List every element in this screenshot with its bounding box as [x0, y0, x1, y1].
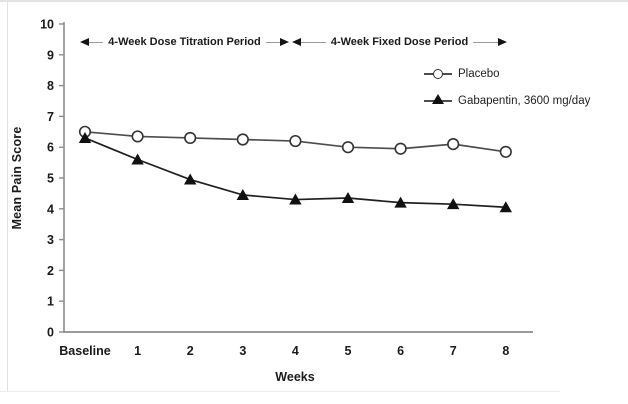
- placebo-marker: [236, 133, 249, 146]
- y-tick-label: 9: [47, 48, 54, 62]
- annotation-line: [265, 41, 281, 43]
- gabapentin-marker: [341, 192, 355, 204]
- arrow-left-icon: [80, 38, 89, 46]
- legend-item-gabapentin: Gabapentin, 3600 mg/day: [424, 93, 590, 109]
- arrow-right-icon: [498, 38, 508, 46]
- y-tick-label: 7: [47, 110, 54, 124]
- x-category-label: 4: [292, 344, 299, 358]
- x-axis-title: Weeks: [275, 370, 315, 384]
- x-category-label: 3: [239, 344, 246, 358]
- x-category-label: 8: [502, 344, 509, 358]
- x-category-label: 5: [345, 344, 352, 358]
- titration-period-label: 4-Week Dose Titration Period: [108, 36, 261, 48]
- y-tick-label: 10: [40, 18, 54, 32]
- placebo-marker: [499, 145, 512, 158]
- y-tick-label: 1: [47, 295, 54, 309]
- x-category-label: 7: [450, 344, 457, 358]
- fixed-period-annotation: 4-Week Fixed Dose Period: [292, 35, 508, 49]
- y-tick-label: 2: [47, 264, 54, 278]
- titration-period-annotation: 4-Week Dose Titration Period: [80, 35, 290, 49]
- arrow-left-icon: [292, 38, 301, 46]
- x-category-label: 6: [397, 344, 404, 358]
- y-tick-label: 5: [47, 172, 54, 186]
- placebo-marker: [394, 142, 407, 155]
- legend-label: Gabapentin, 3600 mg/day: [458, 95, 591, 107]
- gabapentin-marker: [236, 188, 249, 200]
- open-circle-marker-icon: [424, 67, 452, 81]
- legend: Placebo Gabapentin, 3600 mg/day: [424, 66, 590, 109]
- x-category-label: 1: [134, 344, 141, 358]
- y-axis-title: Mean Pain Score: [10, 126, 24, 230]
- gabapentin-marker: [184, 173, 197, 185]
- fixed-period-label: 4-Week Fixed Dose Period: [330, 36, 469, 48]
- gabapentin-marker: [394, 196, 407, 208]
- y-tick-label: 3: [47, 233, 54, 247]
- gabapentin-marker: [289, 193, 302, 205]
- annotation-line: [89, 41, 104, 43]
- placebo-marker: [184, 131, 197, 145]
- arrow-right-icon: [280, 38, 290, 46]
- x-category-label: Baseline: [59, 344, 110, 358]
- y-tick-label: 4: [47, 202, 54, 216]
- gabapentin-marker: [131, 153, 144, 165]
- annotation-line: [301, 41, 326, 43]
- filled-triangle-marker-icon: [424, 94, 452, 108]
- gabapentin-marker: [78, 131, 92, 143]
- gabapentin-marker: [499, 201, 512, 213]
- y-tick-label: 6: [47, 141, 54, 155]
- y-tick-label: 8: [47, 79, 54, 93]
- placebo-marker: [447, 138, 460, 151]
- y-tick-label: 0: [47, 326, 54, 340]
- frame-left-border: [7, 2, 8, 392]
- legend-label: Placebo: [458, 68, 500, 80]
- frame-bottom-border: [0, 391, 560, 392]
- x-category-label: 2: [187, 344, 194, 358]
- gabapentin-marker: [447, 198, 460, 210]
- placebo-marker: [131, 130, 144, 143]
- placebo-marker: [341, 141, 355, 154]
- legend-item-placebo: Placebo: [424, 66, 590, 82]
- placebo-marker: [289, 134, 302, 148]
- annotation-line: [473, 41, 499, 43]
